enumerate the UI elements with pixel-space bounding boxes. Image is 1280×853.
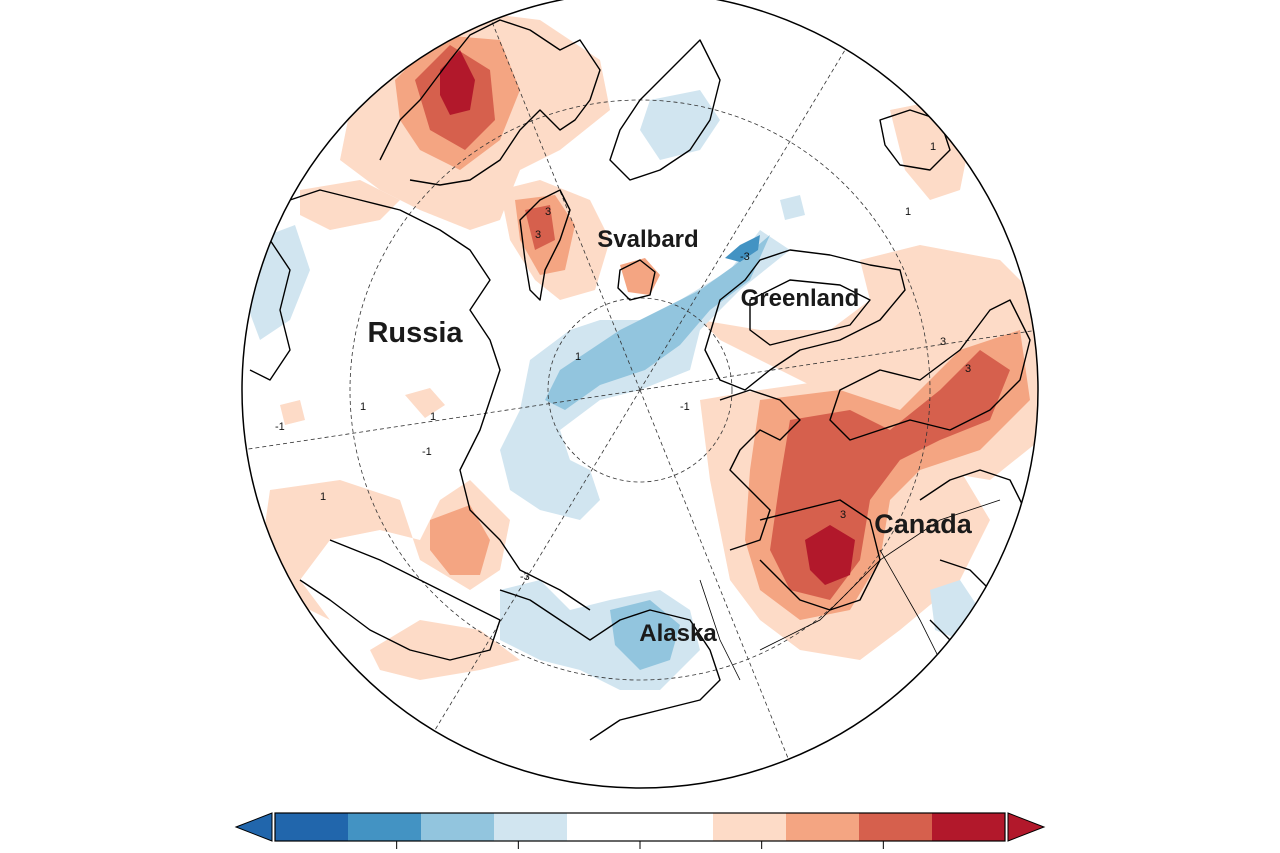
coastline-labrador: [919, 469, 1031, 521]
contour-label: 3: [965, 363, 971, 375]
anomaly-patch-arctic-ocean-core: [725, 235, 760, 262]
anomaly-patch-tiny-2: [280, 400, 305, 425]
coastline-scandinavia: [379, 19, 601, 186]
meridian-line: [399, 389, 641, 788]
colorbar-over-arrow: [1007, 812, 1046, 842]
contour-label: -1: [680, 401, 690, 413]
meridian-line: [479, 0, 641, 391]
contour-label: 3: [940, 336, 946, 348]
colorbar-cells: [275, 813, 1006, 841]
contour-label: 1: [930, 141, 936, 153]
contour-label: -3: [740, 251, 750, 263]
colorbar-cell: [859, 813, 933, 841]
coastline-iceland: [879, 109, 951, 171]
meridian-line: [639, 0, 881, 391]
globe-outline: [241, 0, 1039, 789]
border-canada-us: [759, 499, 1001, 651]
colorbar-cell: [421, 813, 495, 841]
colorbar-under-arrow: [234, 812, 273, 842]
region-label-canada: Canada: [874, 509, 973, 539]
coastline-baffin: [829, 299, 1031, 441]
coastlines: [249, 19, 1031, 741]
contour-label: -1: [275, 421, 285, 433]
warm-anomaly-layer: [260, 10, 1038, 680]
colorbar-cell: [275, 813, 349, 841]
region-label-svalbard: Svalbard: [597, 226, 698, 253]
anomaly-patch-greenland-north-cool: [640, 90, 720, 160]
anomaly-patch-arctic-ocean-mid: [545, 235, 770, 410]
contour-label: 3: [535, 229, 541, 241]
contour-label: 1: [320, 491, 326, 503]
region-label-russia: Russia: [367, 317, 463, 349]
anomaly-patch-novaya-core: [525, 205, 555, 250]
border-alaska-canada: [699, 579, 741, 681]
latitude-circle-80: [547, 297, 733, 483]
coastline-greenland-inner: [749, 279, 871, 346]
coastline-russia-north: [289, 189, 591, 611]
region-label-greenland: Greenland: [741, 285, 860, 312]
colorbar-cell: [640, 813, 714, 841]
coastline-hudson-bay: [759, 499, 881, 611]
colorbar-cell: [348, 813, 422, 841]
colorbar-cell: [932, 813, 1006, 841]
colorbar-cell: [713, 813, 787, 841]
contour-label: 1: [905, 206, 911, 218]
contour-label: 1: [575, 351, 581, 363]
coastline-canada-archipelago: [719, 389, 801, 551]
anomaly-patch-westrussia: [300, 180, 400, 230]
anomaly-patch-scandinavia-peak: [440, 50, 475, 115]
region-labels: Russia Svalbard Greenland Canada Alaska: [367, 226, 972, 647]
contour-label: 3: [840, 509, 846, 521]
coastline-greenland: [704, 249, 906, 391]
anomaly-patch-tiny-1: [405, 388, 445, 418]
region-label-alaska: Alaska: [639, 620, 717, 647]
contour-label: -1: [422, 446, 432, 458]
contour-label: 3: [545, 206, 551, 218]
colorbar-ticks: [396, 841, 884, 849]
colorbar: [234, 812, 1046, 849]
anomaly-patch-siberia-core: [430, 505, 490, 575]
anomaly-patch-greenland-ne-cool: [780, 195, 805, 220]
anomaly-patch-hudson-peak: [805, 525, 855, 585]
coastline-svalbard: [617, 259, 656, 301]
anomaly-patch-chukotka: [370, 620, 520, 680]
coastline-chukotka: [299, 539, 501, 661]
coastline-novaya-zemlya: [519, 189, 571, 301]
contour-label: 1: [430, 411, 436, 423]
contour-label: 1: [360, 401, 366, 413]
colorbar-cell: [494, 813, 568, 841]
map-content: [242, 0, 1038, 788]
colorbar-cell: [567, 813, 641, 841]
cool-anomaly-layer: [245, 90, 980, 690]
coastline-alaska: [499, 589, 721, 741]
coastline-greenland-south: [609, 39, 721, 181]
contour-label: -3: [520, 571, 530, 583]
colorbar-cell: [786, 813, 860, 841]
meridian-line: [639, 389, 801, 788]
